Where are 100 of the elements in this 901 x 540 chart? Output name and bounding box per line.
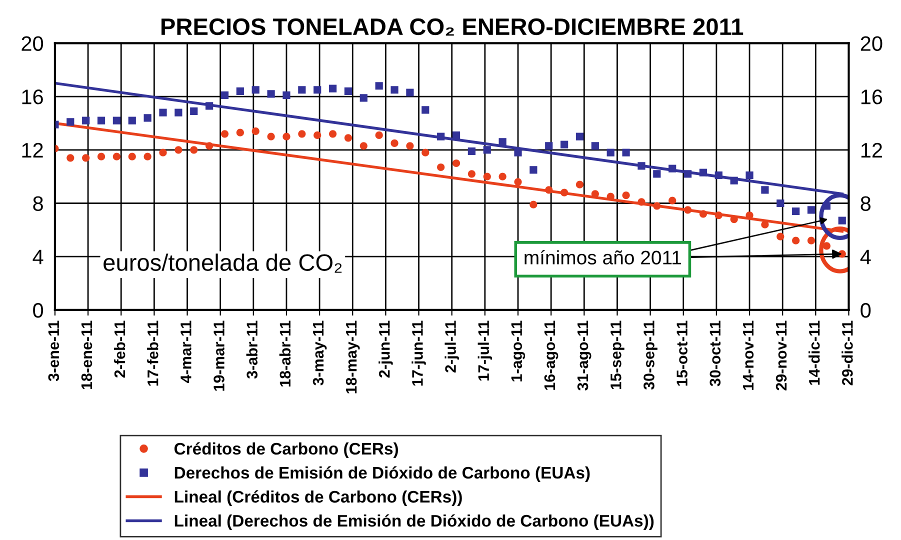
point [776,199,784,208]
y2-tick-label: 0 [860,302,871,318]
point [776,232,784,240]
x-tick-label: 14-nov-11 [742,320,754,390]
point [545,186,553,194]
point [514,148,522,156]
x-tick-label: 2-feb-11 [114,320,126,378]
point [530,200,538,208]
point [190,107,198,116]
point [390,86,398,94]
chart-title: PRECIOS TONELADA CO₂ ENERO-DICIEMBRE 2011 [162,18,744,36]
x-tick-label: 15-oct-11 [676,320,688,386]
point [792,236,800,244]
point [530,166,538,174]
point [653,170,661,178]
point [807,206,816,214]
y2-tick-label: 12 [861,142,882,158]
point [714,211,722,220]
x-tick-label: 15-sep-11 [610,320,624,390]
point [144,152,152,160]
x-tick-label: 18-may-11 [346,320,360,394]
point [822,242,830,250]
point [483,146,491,154]
legend-label: Lineal (Créditos de Carbono (CERs)) [174,490,462,506]
point [822,202,830,210]
point [483,172,491,180]
y2-tick-label: 20 [860,36,882,51]
point [638,162,646,170]
point [560,188,568,196]
point [282,91,290,100]
point [545,142,553,150]
x-tick-label: 17-feb-11 [147,320,158,386]
x-tick-label: 2-jul-11 [444,320,459,372]
y-tick-label: 12 [22,142,43,158]
y-tick-label: 0 [33,302,44,318]
y2-tick-label: 4 [860,250,871,264]
point [422,148,430,156]
point [344,87,352,96]
x-tick-label: 30-sep-11 [644,320,658,390]
point [236,87,244,96]
point [452,159,460,168]
point [144,114,152,122]
point [206,102,214,110]
point [97,152,106,160]
point [82,116,90,124]
x-tick-label: 17-jul-11 [478,320,492,381]
annotation: euros/tonelada de CO₂ [104,254,342,273]
point [128,152,136,160]
point [66,154,74,162]
point [468,147,476,156]
x-tick-label: 18-abr-11 [279,320,291,387]
y2-tick-label: 16 [861,90,882,104]
point [606,148,614,156]
point [344,134,352,142]
point [761,186,769,194]
point [498,172,506,180]
point [159,148,167,156]
legend-label: Lineal (Derechos de Emisión de Dióxido de Carbono (EUAs)) [174,514,654,530]
x-tick-label: 1-ago-11 [511,320,526,382]
point [112,152,121,160]
point [375,131,383,140]
point [375,82,383,90]
point [298,130,306,138]
point [267,132,275,140]
point [282,132,290,140]
x-tick-label: 2-jun-11 [378,320,393,378]
x-tick-label: 16-ago-11 [544,320,558,390]
point [314,131,322,140]
point [761,220,769,228]
point [406,142,414,150]
point [730,176,738,184]
point [220,130,229,138]
point [97,116,106,124]
point [699,210,708,218]
point [452,131,460,140]
point [498,138,506,146]
point [298,86,306,94]
point [838,216,846,224]
point [560,140,568,148]
point [190,146,198,154]
x-tick-label: 31-ago-11 [577,320,592,390]
point [668,196,676,204]
point [684,206,692,214]
point [82,154,90,162]
point [390,139,398,148]
x-tick-label: 17-jun-11 [412,320,426,386]
point [437,132,445,140]
point [174,146,182,154]
point [159,108,167,116]
point [684,170,692,178]
point [220,91,229,100]
point [653,202,661,210]
legend-label: Derechos de Emisión de Dióxido de Carbono (EUAs) [174,466,590,482]
point [360,142,368,150]
point [112,116,121,124]
point [252,127,260,136]
point [622,148,630,156]
x-tick-label: 4-mar-11 [180,320,192,383]
y-tick-label: 20 [22,36,44,51]
x-tick-label: 29-dic-11 [842,320,853,386]
